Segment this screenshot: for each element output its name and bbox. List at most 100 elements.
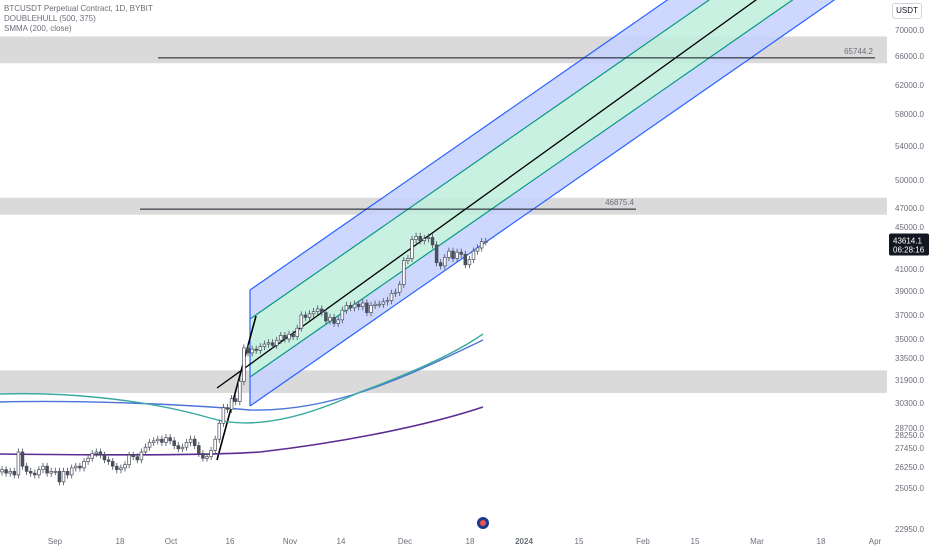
candle-body-99 <box>406 258 410 261</box>
candle-body-76 <box>311 311 316 315</box>
candle-body-57 <box>233 398 238 402</box>
y-tick-label-10: 37000.0 <box>895 311 924 320</box>
y-tick-label-16: 50000.0 <box>895 176 924 185</box>
candle-body-104 <box>426 237 431 239</box>
candle-body-88 <box>361 302 365 307</box>
candle-body-109 <box>447 250 451 258</box>
x-tick-label-6: Dec <box>398 537 412 546</box>
candle-body-46 <box>188 438 193 443</box>
candle-body-15 <box>61 471 66 483</box>
candle-body-12 <box>49 471 53 474</box>
impulse-trendline <box>216 315 257 461</box>
candle-body-113 <box>463 253 468 266</box>
candle-body-101 <box>414 236 418 240</box>
candle-body-63 <box>258 346 263 351</box>
candle-body-62 <box>254 348 258 351</box>
candle-body-43 <box>176 445 181 450</box>
y-tick-label-20: 66000.0 <box>895 52 924 61</box>
y-tick-label-15: 47000.0 <box>895 204 924 213</box>
candle-body-5 <box>20 451 25 467</box>
candle-body-39 <box>160 438 164 443</box>
candle-body-67 <box>274 339 279 346</box>
candle-body-84 <box>344 305 349 311</box>
candle-body-90 <box>369 305 373 313</box>
candle-body-26 <box>106 459 111 462</box>
candle-body-22 <box>90 453 94 459</box>
candle-body-33 <box>135 456 140 461</box>
candle-body-59 <box>242 347 246 382</box>
y-tick-label-14: 45000.0 <box>895 223 924 232</box>
candle-body-51 <box>209 450 213 458</box>
candle-body-97 <box>397 284 402 293</box>
channel-midline <box>216 0 758 389</box>
symbol-title[interactable]: BTCUSDT Perpetual Contract, 1D, BYBIT <box>4 4 153 13</box>
candle-body-34 <box>139 451 144 461</box>
tradingview-logo-center-icon <box>480 520 486 526</box>
x-tick-label-5: 14 <box>337 537 346 546</box>
candle-body-53 <box>217 422 222 440</box>
candle-body-42 <box>172 440 176 446</box>
y-tick-label-19: 62000.0 <box>895 81 924 90</box>
candle-body-61 <box>250 348 254 354</box>
y-tick-label-2: 26250.0 <box>895 463 924 472</box>
candle-body-27 <box>110 461 115 467</box>
candle-body-47 <box>192 438 197 446</box>
candle-body-65 <box>266 342 271 345</box>
currency-button[interactable]: USDT <box>892 3 922 19</box>
candle-body-54 <box>221 407 226 424</box>
x-tick-label-0: Sep <box>48 537 63 546</box>
candle-body-37 <box>151 440 156 443</box>
candle-body-112 <box>459 251 463 255</box>
y-tick-label-12: 41000.0 <box>895 265 924 274</box>
hull-fast-line <box>0 333 484 424</box>
candle-body-25 <box>102 454 107 461</box>
candle-body-11 <box>45 465 49 474</box>
candle-body-30 <box>123 464 127 469</box>
candle-body-71 <box>291 333 295 337</box>
y-tick-label-11: 39000.0 <box>895 287 924 296</box>
candle-body-29 <box>119 467 123 470</box>
candle-body-14 <box>57 471 62 483</box>
chart-legend: BTCUSDT Perpetual Contract, 1D, BYBIT DO… <box>4 4 153 34</box>
candle-body-4 <box>16 451 21 476</box>
candle-body-7 <box>28 471 33 474</box>
candle-body-13 <box>53 471 58 473</box>
candle-body-55 <box>225 407 230 410</box>
candle-body-20 <box>82 461 86 469</box>
candle-body-100 <box>410 239 414 259</box>
candle-body-85 <box>348 305 353 309</box>
candle-body-108 <box>443 257 447 267</box>
candle-body-9 <box>37 469 41 476</box>
last-price-badge <box>889 233 929 256</box>
y-tick-label-7: 31900.0 <box>895 376 924 385</box>
candle-body-87 <box>356 303 361 307</box>
candle-body-103 <box>422 238 427 242</box>
candle-body-50 <box>205 456 209 459</box>
candle-body-96 <box>393 291 398 294</box>
indicator-smma-label[interactable]: SMMA (200, close) <box>4 24 72 33</box>
y-tick-label-18: 58000.0 <box>895 110 924 119</box>
candle-body-8 <box>33 472 37 476</box>
candle-body-77 <box>315 308 320 312</box>
indicator-doublehull-label[interactable]: DOUBLEHULL (500, 375) <box>4 14 96 23</box>
candle-body-80 <box>328 317 332 322</box>
candle-body-93 <box>381 301 386 305</box>
candle-body-92 <box>377 303 381 306</box>
x-tick-label-12: Mar <box>750 537 764 546</box>
smma-line <box>0 406 484 456</box>
candle-body-10 <box>41 465 45 470</box>
candle-body-41 <box>168 437 172 442</box>
candle-body-91 <box>373 303 377 306</box>
y-tick-label-8: 33500.0 <box>895 354 924 363</box>
y-tick-label-9: 35000.0 <box>895 335 924 344</box>
candle-body-60 <box>246 347 250 354</box>
last-price-text: 43614.1 <box>893 237 922 246</box>
x-tick-label-4: Nov <box>283 537 297 546</box>
candle-body-2 <box>8 471 12 474</box>
candle-body-69 <box>283 335 287 340</box>
candle-body-79 <box>324 312 328 322</box>
x-tick-label-13: 18 <box>817 537 826 546</box>
candle-body-3 <box>12 471 17 476</box>
